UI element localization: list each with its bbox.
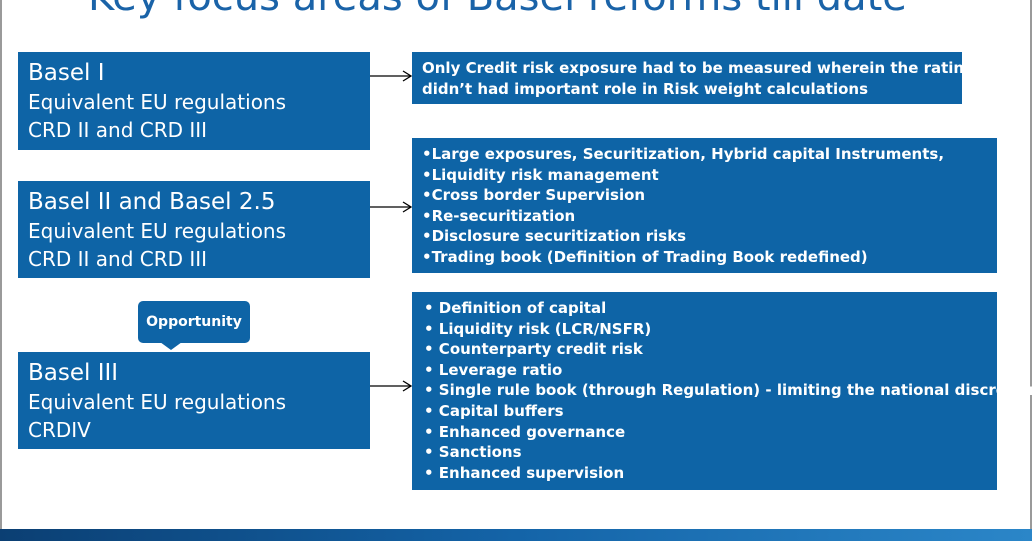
- basel-ii-focus-item: •Large exposures, Securitization, Hybrid…: [422, 145, 945, 163]
- basel-iii-focus-list: • Definition of capital • Liquidity risk…: [424, 298, 1032, 483]
- arrow-basel-ii: [370, 201, 413, 213]
- basel-ii-eu-label: Equivalent EU regulations: [28, 219, 287, 243]
- basel-iii-focus-item: • Capital buffers: [424, 401, 564, 420]
- basel-ii-focus-item: •Disclosure securitization risks: [422, 227, 687, 246]
- basel-i-eu-label: Equivalent EU regulations: [28, 90, 287, 114]
- arrow-basel-iii: [370, 380, 413, 392]
- basel-ii-focus-item: •Liquidity risk management: [422, 165, 659, 184]
- basel-iii-focus-item: • Leverage ratio: [424, 360, 563, 379]
- basel-iii-focus-item: • Counterparty credit risk: [424, 340, 643, 359]
- basel-i-focus-box: Only Credit risk exposure had to be meas…: [412, 52, 984, 104]
- basel-iii-eu-label: Equivalent EU regulations: [28, 390, 287, 414]
- basel-i-box: Basel I Equivalent EU regulations CRD II…: [18, 52, 370, 150]
- basel-ii-focus-list: •Large exposures, Securitization, Hybrid…: [422, 144, 987, 268]
- callout-pointer: [160, 342, 182, 350]
- basel-iii-focus-item: • Enhanced supervision: [424, 463, 625, 482]
- basel-ii-focus-item: •Trading book (Definition of Trading Boo…: [422, 247, 868, 266]
- basel-iii-focus-item: • Sanctions: [424, 443, 522, 462]
- basel-ii-focus-box: •Large exposures, Securitization, Hybrid…: [412, 138, 997, 273]
- basel-iii-focus-item: • Enhanced governance: [424, 422, 626, 441]
- basel-iii-directives: CRDIV: [28, 418, 91, 442]
- basel-iii-focus-box: • Definition of capital • Liquidity risk…: [412, 292, 1032, 490]
- slide-border-right: [1030, 0, 1032, 530]
- footer-bar: [0, 529, 1032, 541]
- basel-i-focus-line: Only Credit risk exposure had to be meas…: [422, 59, 984, 77]
- basel-iii-focus-item: • Definition of capital: [424, 299, 607, 317]
- basel-ii-name: Basel II and Basel 2.5: [28, 189, 276, 215]
- opportunity-callout: Opportunity: [138, 301, 250, 343]
- basel-ii-directives: CRD II and CRD III: [28, 247, 208, 271]
- arrow-basel-i: [370, 70, 413, 82]
- basel-i-focus-line: didn’t had important role in Risk weight…: [422, 80, 869, 98]
- basel-iii-name: Basel III: [28, 360, 119, 386]
- slide-border-left: [0, 0, 2, 530]
- basel-i-name: Basel I: [28, 60, 105, 86]
- basel-ii-focus-item: •Cross border Supervision: [422, 186, 646, 205]
- basel-iii-focus-item: • Liquidity risk (LCR/NSFR): [424, 319, 652, 338]
- basel-ii-box: Basel II and Basel 2.5 Equivalent EU reg…: [18, 181, 370, 278]
- basel-iii-box: Basel III Equivalent EU regulations CRDI…: [18, 352, 370, 449]
- basel-i-directives: CRD II and CRD III: [28, 118, 208, 142]
- basel-iii-focus-item: • Single rule book (through Regulation) …: [424, 381, 1032, 400]
- basel-ii-focus-item: •Re-securitization: [422, 206, 576, 225]
- slide-title: Key focus areas of Basel reforms till da…: [88, 0, 907, 20]
